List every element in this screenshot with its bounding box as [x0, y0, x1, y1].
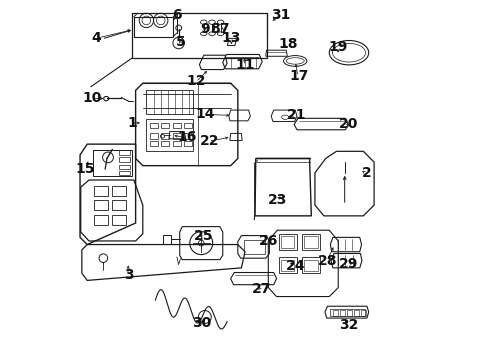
Text: 19: 19 — [329, 40, 348, 54]
Text: 18: 18 — [278, 37, 298, 51]
Bar — [173, 140, 181, 146]
Bar — [340, 310, 344, 316]
Bar — [304, 260, 318, 271]
Text: 7: 7 — [219, 22, 228, 36]
Text: 6: 6 — [172, 8, 182, 22]
Text: 4: 4 — [91, 31, 101, 45]
Text: 25: 25 — [194, 229, 214, 243]
Bar — [95, 186, 108, 196]
Bar — [281, 236, 294, 248]
Text: 17: 17 — [289, 69, 309, 83]
Bar — [184, 123, 192, 128]
Bar — [354, 310, 359, 316]
Text: 23: 23 — [268, 193, 287, 207]
Bar — [147, 90, 193, 114]
Text: 9: 9 — [201, 22, 210, 36]
Bar — [333, 310, 338, 316]
Bar — [161, 123, 169, 128]
Bar — [281, 260, 294, 271]
Text: 14: 14 — [196, 107, 215, 121]
Text: 1: 1 — [127, 116, 137, 130]
Text: 20: 20 — [339, 117, 359, 131]
Text: 8: 8 — [210, 22, 220, 36]
Text: 30: 30 — [193, 316, 212, 330]
Bar — [244, 240, 265, 253]
Bar — [119, 157, 129, 162]
Text: 2: 2 — [362, 166, 372, 180]
Text: 11: 11 — [235, 58, 255, 72]
Text: 32: 32 — [339, 318, 359, 332]
Bar — [95, 201, 108, 211]
Bar — [95, 215, 108, 225]
Bar — [173, 134, 181, 139]
Bar — [163, 234, 172, 244]
Text: 15: 15 — [75, 162, 95, 176]
Bar — [347, 310, 352, 316]
Bar — [161, 140, 169, 146]
Text: 27: 27 — [251, 282, 271, 296]
Text: 13: 13 — [221, 31, 241, 45]
Text: 22: 22 — [199, 134, 219, 148]
Bar — [184, 140, 192, 146]
Bar — [112, 201, 126, 211]
Bar — [184, 134, 192, 139]
Text: 21: 21 — [287, 108, 307, 122]
Bar — [279, 234, 297, 250]
Bar — [161, 134, 169, 139]
Text: 24: 24 — [286, 259, 305, 273]
Text: 16: 16 — [178, 130, 197, 144]
Bar — [304, 236, 318, 248]
Text: 12: 12 — [187, 75, 206, 89]
Bar — [112, 186, 126, 196]
Bar — [150, 134, 158, 139]
Bar — [119, 165, 129, 169]
Bar — [302, 234, 320, 250]
Bar — [112, 215, 126, 225]
Text: 28: 28 — [318, 254, 337, 268]
Text: 31: 31 — [271, 8, 291, 22]
Bar — [150, 140, 158, 146]
Bar — [173, 123, 181, 128]
Bar — [119, 150, 129, 154]
Bar — [361, 310, 366, 316]
Text: 3: 3 — [123, 268, 133, 282]
Bar — [119, 171, 129, 175]
Bar — [302, 257, 320, 273]
Bar — [147, 119, 193, 151]
Bar — [279, 257, 297, 273]
Bar — [330, 309, 365, 316]
Text: 26: 26 — [259, 234, 278, 248]
Text: 29: 29 — [339, 257, 359, 271]
Text: 5: 5 — [175, 35, 185, 49]
Text: 10: 10 — [83, 90, 102, 104]
Bar — [150, 123, 158, 128]
